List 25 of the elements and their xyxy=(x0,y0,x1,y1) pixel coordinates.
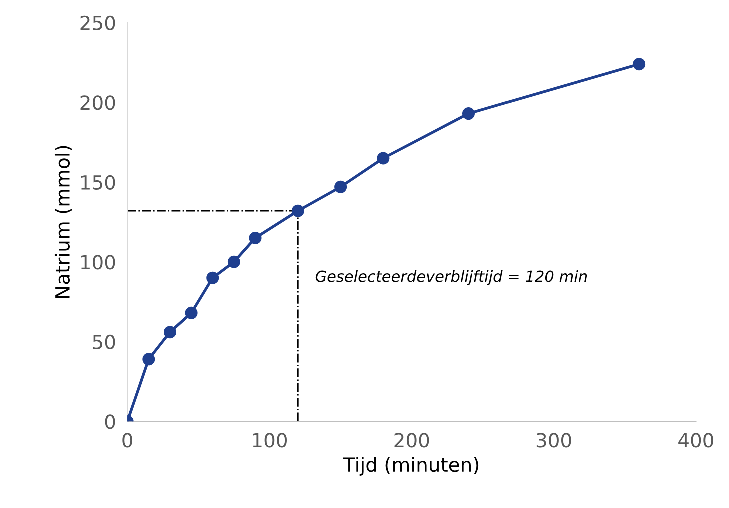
point xyxy=(292,204,304,218)
point xyxy=(334,180,348,194)
point xyxy=(462,108,475,120)
x-tick-label: 300 xyxy=(536,433,572,448)
y-tick-label: 0 xyxy=(105,414,116,430)
point xyxy=(249,232,262,244)
y-tick-label: 250 xyxy=(80,16,116,31)
y-tick-label: 150 xyxy=(81,175,116,190)
point xyxy=(206,272,220,284)
point xyxy=(633,58,646,71)
x-tick-label: 0 xyxy=(122,433,132,448)
point xyxy=(228,256,240,268)
point xyxy=(185,306,198,320)
y-tick-label: 100 xyxy=(81,255,116,270)
x-tick-label: 100 xyxy=(253,433,287,448)
annotation: Geselecteerdeverblijftijd = 120 min xyxy=(316,270,588,286)
y-axis-title: Natrium (mmol) xyxy=(54,146,72,298)
y-tick-label: 200 xyxy=(80,96,116,110)
x-tick-label: 200 xyxy=(394,433,430,448)
point xyxy=(164,326,176,339)
point xyxy=(377,152,390,165)
y-tick-label: 50 xyxy=(93,334,116,350)
x-axis-title: Tijd (minuten) xyxy=(343,457,479,476)
x-tick-label: 400 xyxy=(678,433,714,448)
point xyxy=(142,353,156,366)
